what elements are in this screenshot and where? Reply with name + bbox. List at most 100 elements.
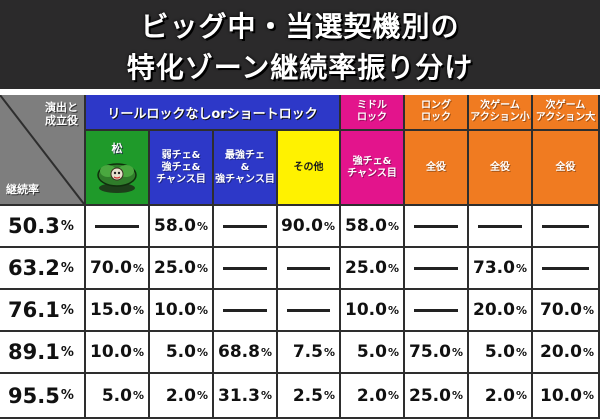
table-cell: 5.0%	[86, 374, 150, 419]
corner-label-situation: 演出と 成立役	[45, 101, 78, 127]
title-line-1: ビッグ中・当選契機別の	[140, 10, 460, 43]
diagonal-divider	[0, 95, 85, 205]
continuation-rate: 63.2	[8, 256, 60, 280]
cell-value: 31.3	[218, 385, 260, 406]
column-header-label: 全役	[490, 161, 510, 173]
column-group-header: 次ゲーム アクション大	[533, 95, 600, 131]
rate-cell: 95.5%	[0, 374, 86, 419]
cell-value: 5.0	[484, 342, 515, 362]
table-cell: 70.0%	[86, 248, 150, 290]
cell-value: 68.8	[218, 342, 260, 362]
dash-placeholder	[542, 267, 589, 270]
cell-value: 2.0	[484, 385, 515, 406]
column-header-label: 強チェ& チャンス目	[347, 155, 397, 179]
rate-cell: 63.2%	[0, 248, 86, 290]
continuation-rate: 76.1	[8, 298, 60, 322]
cell-value: 25.0	[409, 385, 451, 406]
column-group-header: ミドル ロック	[341, 95, 405, 131]
column-header: 全役	[469, 131, 533, 206]
dash-placeholder	[223, 309, 267, 312]
table-cell: 20.0%	[533, 332, 600, 374]
table-cell	[214, 248, 278, 290]
dash-placeholder	[414, 225, 458, 228]
group-header-reel-lock: リールロックなしorショートロック	[86, 95, 341, 131]
group-header-label: リールロックなしorショートロック	[107, 106, 318, 122]
table-cell	[533, 206, 600, 248]
percent-unit: %	[387, 389, 399, 402]
corner-label-rate: 継続率	[6, 183, 39, 196]
dash-placeholder	[542, 225, 589, 228]
column-header: 強チェ& チャンス目	[341, 131, 405, 206]
table-cell: 20.0%	[469, 290, 533, 332]
column-header: その他	[278, 131, 341, 206]
percent-unit: %	[387, 219, 399, 233]
cell-value: 90.0	[281, 216, 323, 236]
cell-value: 10.0	[540, 385, 582, 406]
cell-value: 2.0	[356, 385, 387, 406]
percent-unit: %	[387, 261, 399, 275]
table-cell: 2.5%	[278, 374, 341, 419]
column-header-label: 全役	[426, 161, 446, 173]
percent-unit: %	[323, 389, 335, 402]
cell-value: 70.0	[540, 300, 582, 320]
percent-unit: %	[582, 303, 594, 317]
percent-unit: %	[60, 260, 74, 276]
pine-column-header: 松	[95, 140, 139, 195]
column-header-label: その他	[293, 161, 324, 173]
cell-value: 5.0	[101, 385, 132, 406]
percent-unit: %	[60, 218, 74, 234]
table-cell: 10.0%	[86, 332, 150, 374]
column-header: 弱チェ& 強チェ& チャンス目	[150, 131, 214, 206]
cell-value: 20.0	[540, 342, 582, 362]
column-header: 最強チェ & 強チャンス目	[214, 131, 278, 206]
title-line-2: 特化ゾーン継続率振り分け	[126, 51, 474, 84]
dash-placeholder	[223, 267, 267, 270]
column-header: 全役	[533, 131, 600, 206]
percent-unit: %	[515, 389, 527, 402]
table-corner-header: 演出と 成立役 継続率	[0, 95, 86, 206]
table-cell: 15.0%	[86, 290, 150, 332]
table-cell: 5.0%	[150, 332, 214, 374]
column-group-header: ロング ロック	[405, 95, 469, 131]
table-cell	[533, 248, 600, 290]
cell-value: 10.0	[154, 300, 196, 320]
percent-unit: %	[196, 303, 208, 317]
cell-value: 2.5	[292, 385, 323, 406]
table-cell	[405, 290, 469, 332]
percent-unit: %	[196, 389, 208, 402]
dash-placeholder	[478, 225, 522, 228]
percent-unit: %	[60, 302, 74, 318]
table-cell: 2.0%	[150, 374, 214, 419]
table-cell: 2.0%	[341, 374, 405, 419]
percent-unit: %	[196, 219, 208, 233]
table-cell: 73.0%	[469, 248, 533, 290]
continuation-rate: 95.5	[8, 383, 60, 408]
table-cell: 7.5%	[278, 332, 341, 374]
table-cell	[86, 206, 150, 248]
table-cell: 10.0%	[150, 290, 214, 332]
table-cell: 70.0%	[533, 290, 600, 332]
column-header-label: 最強チェ & 強チャンス目	[215, 149, 275, 185]
table-cell	[278, 248, 341, 290]
dash-placeholder	[95, 225, 139, 228]
percent-unit: %	[132, 389, 144, 402]
percent-unit: %	[196, 345, 208, 359]
cell-value: 20.0	[473, 300, 515, 320]
table-cell: 31.3%	[214, 374, 278, 419]
column-header-label: 弱チェ& 強チェ& チャンス目	[156, 149, 206, 185]
title-banner: ビッグ中・当選契機別の 特化ゾーン継続率振り分け	[0, 0, 600, 89]
cell-value: 10.0	[90, 342, 132, 362]
plant-icon	[97, 163, 137, 193]
table-cell: 10.0%	[341, 290, 405, 332]
percent-unit: %	[260, 345, 272, 359]
rate-cell: 76.1%	[0, 290, 86, 332]
table-cell: 25.0%	[150, 248, 214, 290]
dash-placeholder	[287, 267, 330, 270]
percent-unit: %	[132, 303, 144, 317]
cell-value: 7.5	[292, 342, 323, 362]
dash-placeholder	[414, 267, 458, 270]
cell-value: 15.0	[90, 300, 132, 320]
percent-unit: %	[387, 303, 399, 317]
rate-cell: 89.1%	[0, 332, 86, 374]
percent-unit: %	[323, 345, 335, 359]
